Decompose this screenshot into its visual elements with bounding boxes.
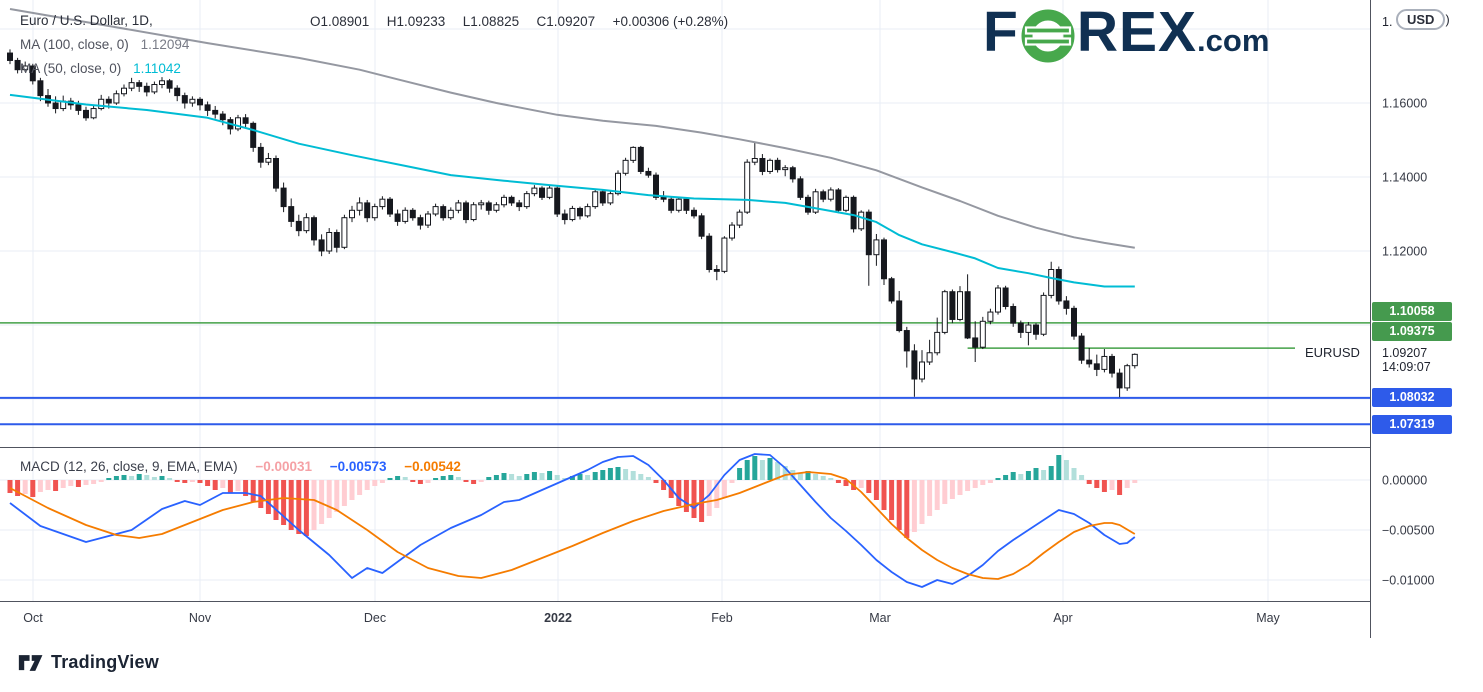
ohlc-open: O1.08901 bbox=[310, 14, 370, 29]
currency-toggle[interactable]: USD) bbox=[1396, 9, 1450, 30]
tradingview-link[interactable]: TradingView bbox=[18, 652, 159, 673]
ma100-label[interactable]: MA (100, close, 0) bbox=[20, 37, 129, 52]
resistance-badge-2: 1.09375 bbox=[1372, 321, 1452, 341]
price-tick-label: 1.12000 bbox=[1382, 245, 1427, 259]
ma-100-line[interactable] bbox=[9, 8, 1135, 249]
symbol-price-tag: EURUSD bbox=[1305, 345, 1360, 361]
macd-tick-label: 0.00000 bbox=[1382, 474, 1427, 488]
macd-hist-value: −0.00031 bbox=[255, 459, 313, 474]
forex-com-logo: F REX .com bbox=[983, 4, 1269, 63]
macd-legend[interactable]: MACD (12, 26, close, 9, EMA, EMA) −0.000… bbox=[20, 459, 461, 474]
price-axis-remnant: ) bbox=[1445, 13, 1450, 27]
last-price-label: 1.09207 bbox=[1382, 346, 1428, 361]
gridlines bbox=[0, 0, 1370, 601]
tradingview-label: TradingView bbox=[51, 652, 159, 672]
time-axis-label: Feb bbox=[711, 611, 733, 625]
forex-logo-rex: REX bbox=[1076, 0, 1198, 64]
time-axis-scale[interactable] bbox=[0, 602, 1370, 638]
ohlc-change: +0.00306 (+0.28%) bbox=[612, 14, 729, 29]
price-axis-scale[interactable] bbox=[1371, 0, 1483, 638]
price-tick-label: 1.14000 bbox=[1382, 171, 1427, 185]
bar-countdown: 14:09:07 bbox=[1382, 360, 1431, 375]
ohlc-high: H1.09233 bbox=[386, 14, 446, 29]
axis-labels: 1.16000 1.14000 1.12000 0.00000 −0.00500 −0.0… bbox=[23, 97, 1434, 626]
time-axis-label: May bbox=[1256, 611, 1280, 625]
time-axis-label: Dec bbox=[364, 611, 386, 625]
macd-tick-label: −0.00500 bbox=[1382, 524, 1435, 538]
currency-button[interactable]: USD bbox=[1396, 9, 1446, 30]
ohlc-low: L1.08825 bbox=[462, 14, 520, 29]
ohlc-close: C1.09207 bbox=[536, 14, 596, 29]
price-tick-label: 1.16000 bbox=[1382, 97, 1427, 111]
macd-signal-value: −0.00542 bbox=[404, 459, 461, 474]
resistance-badge-1: 1.10058 bbox=[1372, 301, 1452, 321]
support-badge-2: 1.07319 bbox=[1372, 414, 1452, 434]
time-axis-label: Apr bbox=[1053, 611, 1072, 625]
forex-euro-o-icon bbox=[1021, 9, 1075, 63]
macd-tick-label: −0.01000 bbox=[1382, 574, 1435, 588]
ma50-label[interactable]: MA (50, close, 0) bbox=[20, 61, 122, 76]
macd-signal-line[interactable] bbox=[9, 471, 1136, 580]
candlestick-series[interactable] bbox=[7, 49, 1138, 398]
symbol-title[interactable]: Euro / U.S. Dollar, 1D, bbox=[20, 13, 153, 28]
forex-logo-f: F bbox=[983, 0, 1019, 64]
macd-histogram[interactable] bbox=[7, 455, 1138, 538]
price-level-lines[interactable] bbox=[0, 322, 1370, 426]
ma100-legend[interactable]: MA (100, close, 0) 1.12094 bbox=[20, 37, 189, 52]
ohlc-row: O1.08901 H1.09233 L1.08825 C1.09207 +0.0… bbox=[310, 13, 741, 31]
ma50-value: 1.11042 bbox=[133, 61, 181, 76]
forex-logo-tld: .com bbox=[1197, 23, 1270, 58]
ma-50-line[interactable] bbox=[9, 93, 1135, 288]
ma50-legend[interactable]: MA (50, close, 0) 1.11042 bbox=[20, 61, 181, 76]
macd-label[interactable]: MACD (12, 26, close, 9, EMA, EMA) bbox=[20, 459, 238, 474]
macd-line-value: −0.00573 bbox=[329, 459, 387, 474]
price-axis-top-partial: 1. bbox=[1382, 15, 1393, 29]
symbol-legend[interactable]: Euro / U.S. Dollar, 1D, bbox=[20, 13, 153, 28]
macd-line[interactable] bbox=[9, 453, 1136, 588]
support-badge-1: 1.08032 bbox=[1372, 388, 1452, 408]
time-axis-label: Mar bbox=[869, 611, 891, 625]
tradingview-icon bbox=[18, 654, 43, 671]
time-axis-label: 2022 bbox=[544, 611, 572, 625]
time-axis-label: Nov bbox=[189, 611, 212, 625]
chart-canvas[interactable]: 1.16000 1.14000 1.12000 0.00000 −0.00500 −0.0… bbox=[0, 0, 1483, 648]
time-axis-label: Oct bbox=[23, 611, 43, 625]
ma100-value: 1.12094 bbox=[140, 37, 190, 52]
